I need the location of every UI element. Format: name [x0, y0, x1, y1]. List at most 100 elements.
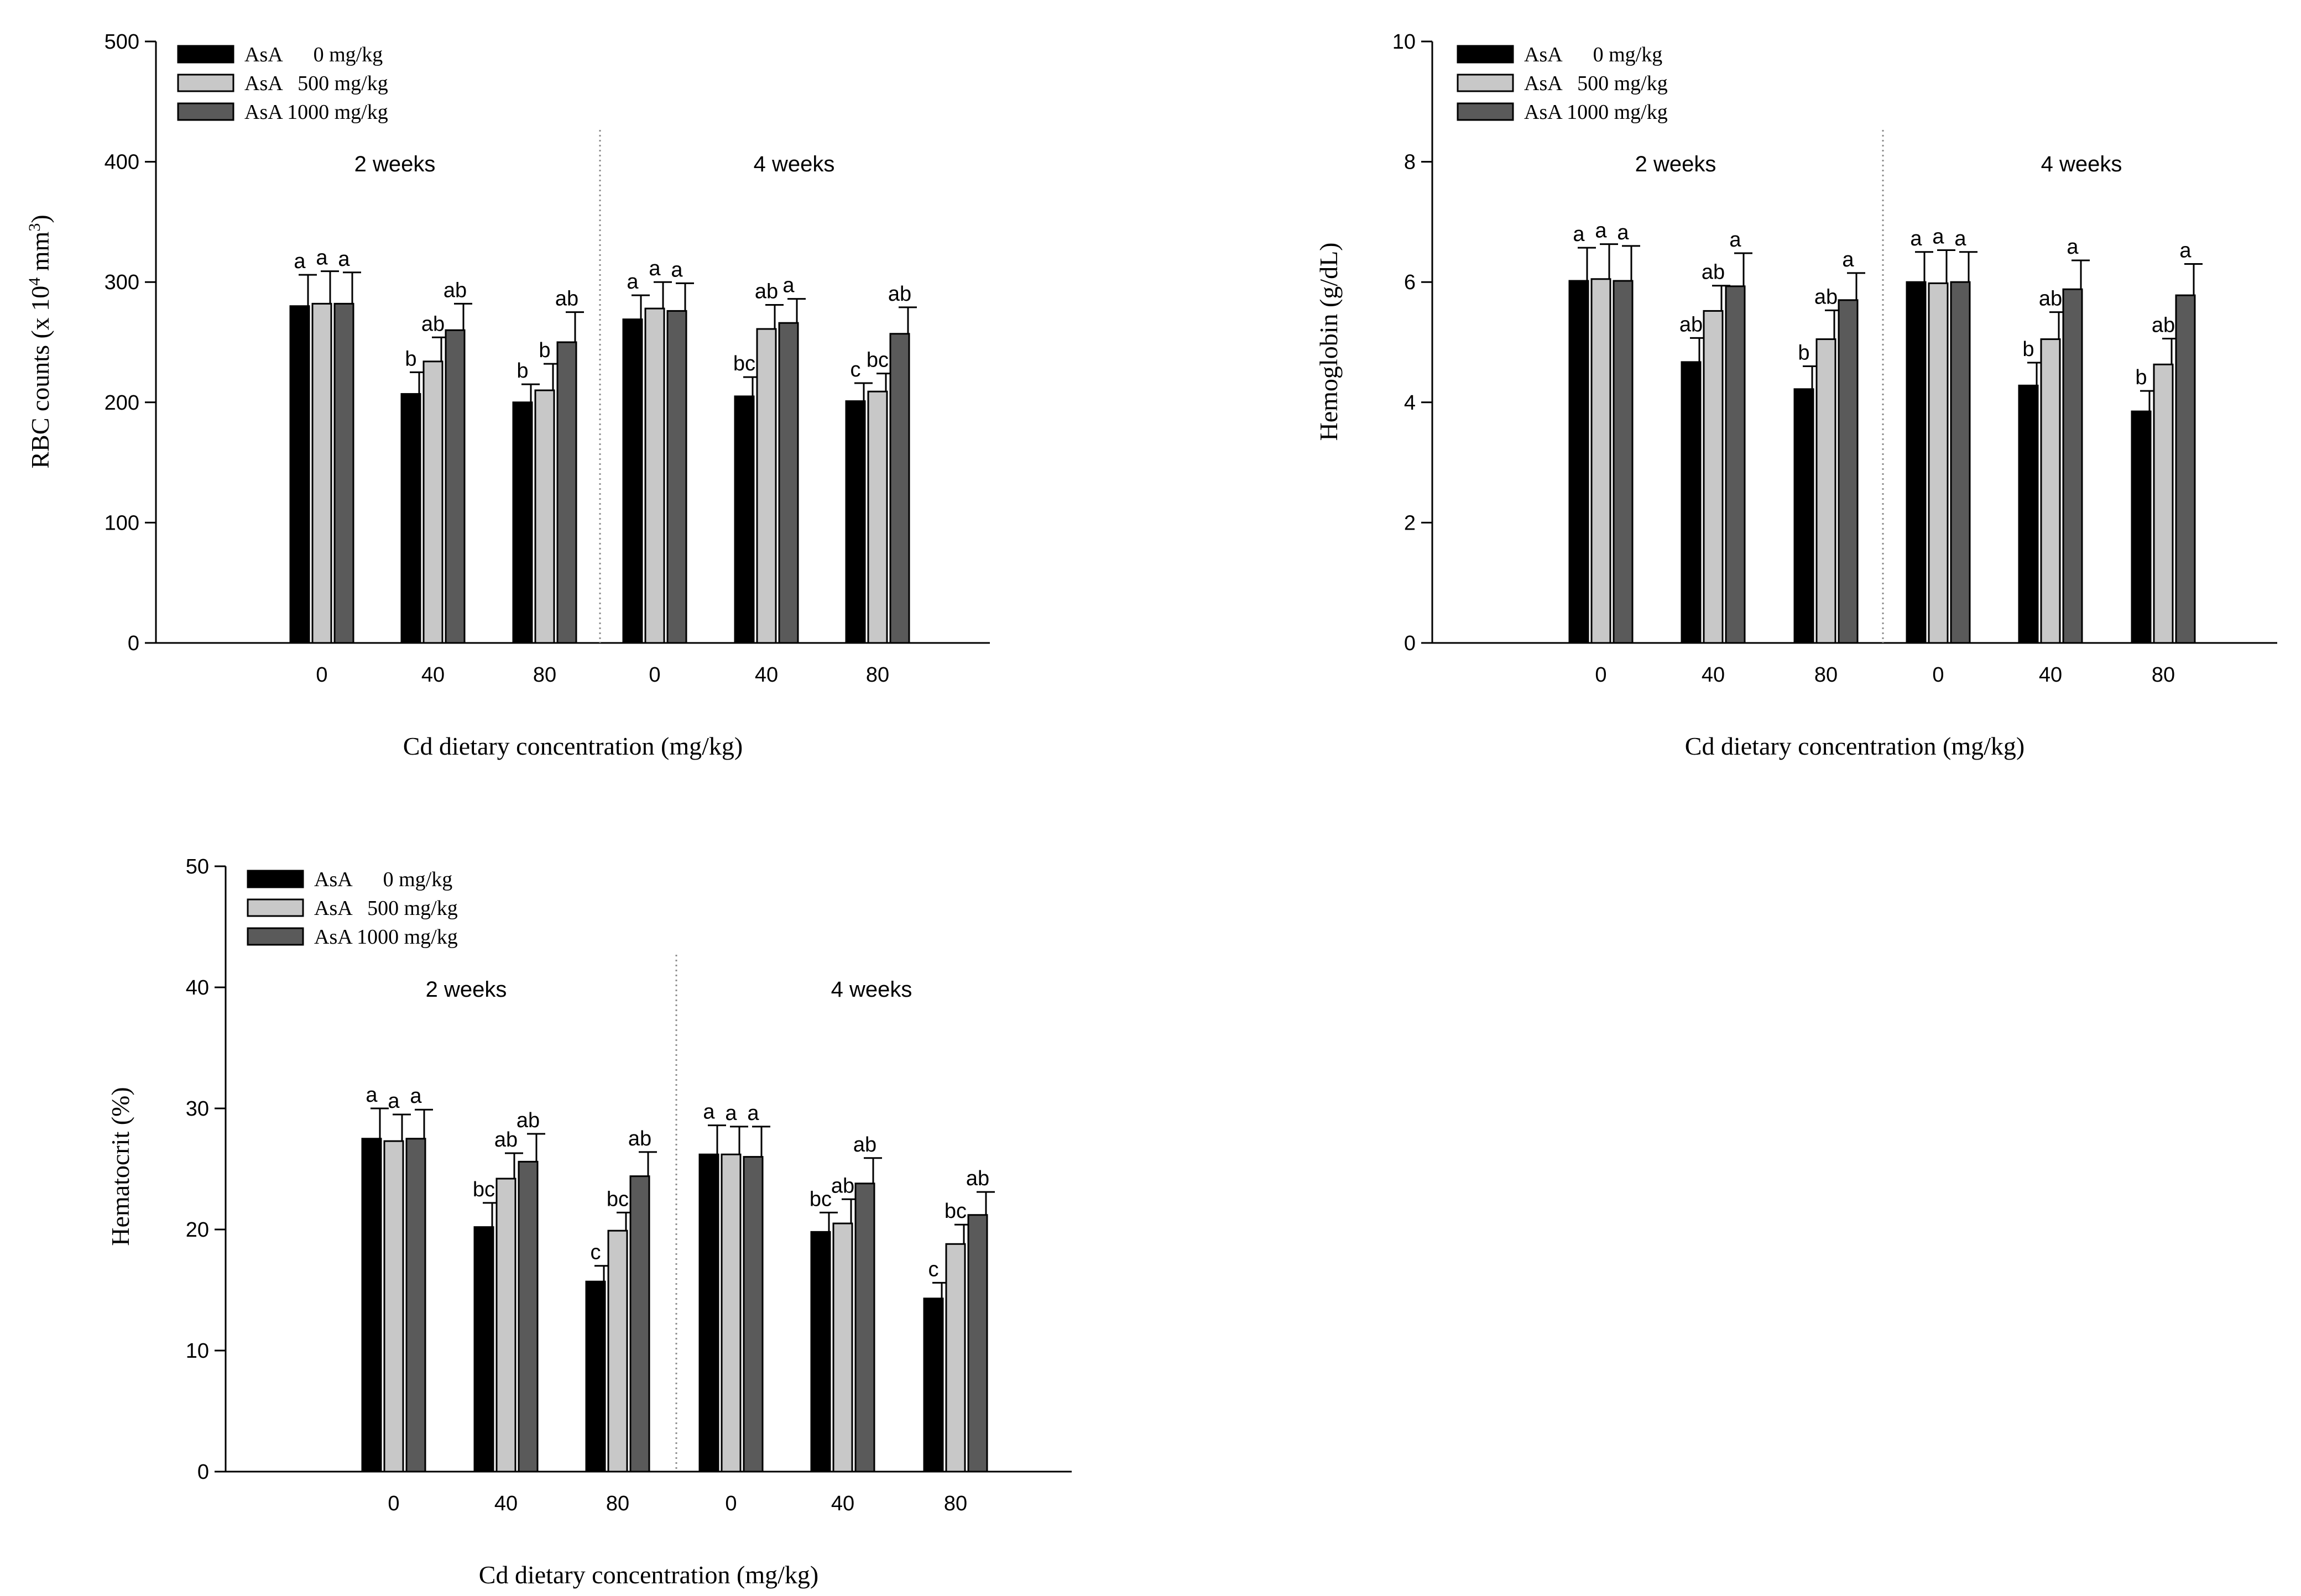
- y-tick-label: 6: [1404, 271, 1416, 294]
- significance-letter: ab: [966, 1167, 989, 1190]
- significance-letter: b: [405, 347, 416, 370]
- bar: [1906, 281, 1927, 644]
- bar: [1568, 280, 1589, 644]
- bar: [333, 302, 354, 644]
- y-axis-title-superscript: 4: [25, 278, 44, 286]
- x-tick-label: 40: [1702, 663, 1725, 687]
- significance-letter: a: [725, 1102, 737, 1125]
- legend-swatch: [1457, 74, 1514, 92]
- bar: [495, 1178, 516, 1473]
- significance-letter: a: [338, 248, 350, 271]
- legend-swatch: [1457, 45, 1514, 64]
- y-tick-label: 10: [1392, 30, 1416, 54]
- bar: [1793, 388, 1814, 644]
- y-tick-label: 2: [1404, 511, 1416, 535]
- significance-letter: ab: [755, 280, 778, 303]
- x-axis-title: Cd dietary concentration (mg/kg): [479, 1561, 818, 1589]
- bar: [518, 1160, 539, 1473]
- legend-swatch: [1457, 102, 1514, 121]
- bar: [743, 1156, 764, 1473]
- x-axis-title: Cd dietary concentration (mg/kg): [403, 732, 743, 760]
- x-tick-label: 80: [1814, 663, 1838, 687]
- significance-letter: ab: [516, 1109, 540, 1132]
- significance-letter: bc: [810, 1187, 832, 1211]
- legend-label: AsA 1000 mg/kg: [314, 925, 458, 949]
- y-tick-label: 10: [186, 1339, 209, 1363]
- group-label: 4 weeks: [754, 152, 835, 176]
- y-axis-title-part: RBC counts (x 10: [26, 286, 54, 469]
- legend-label: AsA 500 mg/kg: [244, 72, 388, 95]
- significance-letter: b: [1798, 342, 1809, 365]
- legend-swatch: [177, 102, 234, 121]
- y-tick-label: 500: [105, 30, 139, 54]
- significance-letter: ab: [555, 287, 578, 311]
- rbc-chart: 0 100 200 300 400 500 0 40 80 0 40 80 2 weeks 4 weeks…: [25, 30, 990, 760]
- legend-label: AsA 0 mg/kg: [1524, 43, 1662, 66]
- legend-label: AsA 0 mg/kg: [314, 868, 452, 891]
- significance-letter: a: [1842, 248, 1854, 271]
- bar: [2153, 363, 2174, 644]
- y-axis-title-superscript: 3: [25, 223, 44, 232]
- significance-letter: b: [2135, 366, 2147, 389]
- bar: [644, 307, 665, 644]
- legend-swatch: [247, 870, 304, 888]
- bar: [778, 322, 799, 644]
- bar: [1613, 280, 1634, 644]
- significance-letter: a: [1729, 228, 1741, 252]
- significance-letter: a: [1617, 221, 1629, 244]
- bar: [311, 302, 332, 644]
- x-tick-label: 80: [2152, 663, 2175, 687]
- significance-letter: b: [516, 359, 528, 383]
- x-tick-label: 40: [831, 1492, 854, 1515]
- bar: [400, 393, 421, 644]
- significance-letter: ab: [421, 312, 445, 336]
- group-label: 2 weeks: [426, 977, 507, 1002]
- bar: [1725, 285, 1746, 644]
- bar: [845, 400, 866, 644]
- y-tick-label: 200: [105, 391, 139, 415]
- significance-letter: ab: [628, 1127, 651, 1150]
- significance-letter: ab: [1679, 313, 1703, 336]
- bar: [1950, 281, 1971, 644]
- legend-swatch: [247, 898, 304, 917]
- y-tick-label: 0: [1404, 632, 1416, 655]
- significance-letter: a: [1573, 223, 1585, 246]
- significance-letter: c: [591, 1241, 601, 1264]
- significance-letter: a: [366, 1084, 378, 1107]
- bar: [666, 310, 687, 644]
- legend-label: AsA 0 mg/kg: [244, 43, 383, 66]
- bar: [1681, 361, 1702, 644]
- bar: [622, 318, 643, 644]
- bar: [945, 1243, 966, 1473]
- significance-letter: a: [2179, 239, 2192, 263]
- significance-letter: bc: [867, 349, 889, 372]
- bar: [810, 1231, 831, 1473]
- y-tick-label: 400: [105, 151, 139, 174]
- significance-letter: a: [1910, 227, 1922, 250]
- significance-letter: ab: [1814, 285, 1838, 308]
- y-axis-title: Hematocrit (%): [106, 1087, 134, 1246]
- significance-letter: a: [294, 250, 306, 273]
- bar: [923, 1297, 944, 1473]
- bar: [422, 360, 443, 644]
- significance-letter: ab: [2039, 287, 2062, 311]
- bar: [534, 389, 555, 644]
- y-tick-label: 300: [105, 271, 139, 294]
- significance-letter: ab: [831, 1174, 854, 1197]
- group-label: 4 weeks: [2041, 152, 2122, 176]
- bar: [1838, 299, 1859, 644]
- x-tick-label: 80: [866, 663, 889, 687]
- bar: [512, 401, 533, 644]
- significance-letter: bc: [473, 1178, 495, 1201]
- bar: [361, 1138, 382, 1473]
- legend-label: AsA 1000 mg/kg: [1524, 101, 1668, 124]
- x-tick-label: 0: [388, 1492, 399, 1515]
- significance-letter: a: [2067, 236, 2079, 259]
- significance-letter: ab: [1702, 261, 1725, 284]
- group-label: 2 weeks: [1635, 152, 1716, 176]
- bar: [854, 1182, 875, 1473]
- bar: [832, 1222, 853, 1473]
